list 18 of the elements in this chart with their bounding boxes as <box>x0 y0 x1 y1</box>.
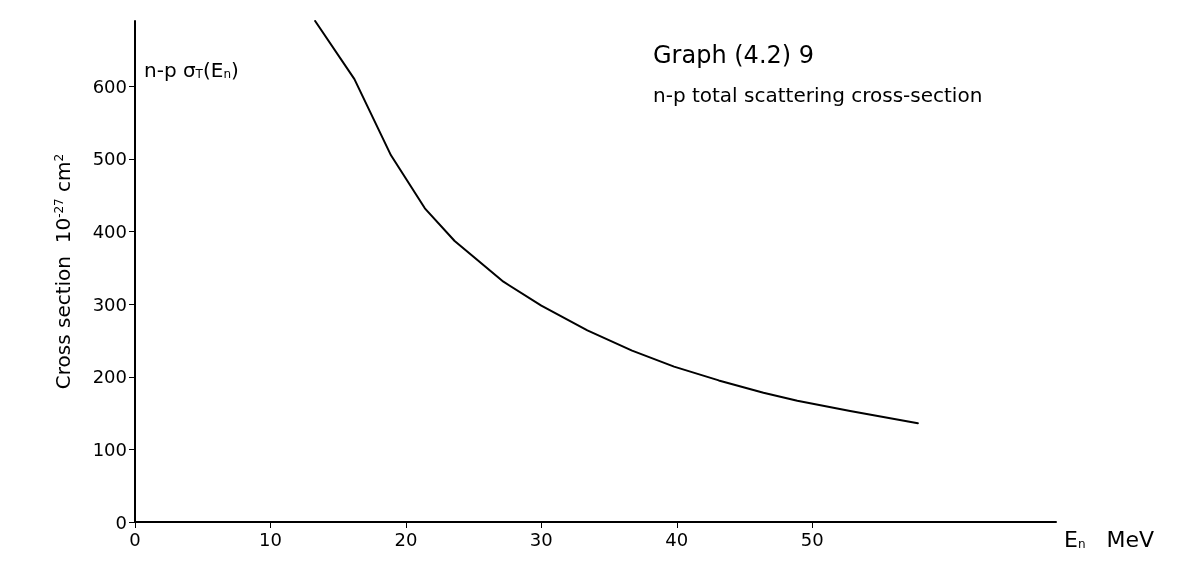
annotation: n-p σT(En) <box>144 58 239 82</box>
x-tick-label: 40 <box>665 528 689 550</box>
x-tick-label: 10 <box>258 528 282 550</box>
y-tick-label: 100 <box>92 438 127 460</box>
text: n-p total scattering cross-section <box>653 83 983 107</box>
y-tick-label: 500 <box>92 148 127 170</box>
y-tick-label: 200 <box>92 366 127 388</box>
y-tick-label: 0 <box>115 511 127 533</box>
y-tick-label: 600 <box>92 75 127 97</box>
text: Graph (4.2) 9 <box>653 41 815 69</box>
x-tick-label: 30 <box>529 528 553 550</box>
x-tick-label: 0 <box>129 528 141 550</box>
text: En MeV <box>1064 526 1155 552</box>
y-tick-label: 300 <box>92 293 127 315</box>
y-tick-label: 400 <box>92 221 127 243</box>
x-tick-label: 20 <box>394 528 418 550</box>
y-axis-title: Cross section 10-27 cm2 <box>51 153 75 390</box>
x-tick-label: 50 <box>800 528 824 550</box>
